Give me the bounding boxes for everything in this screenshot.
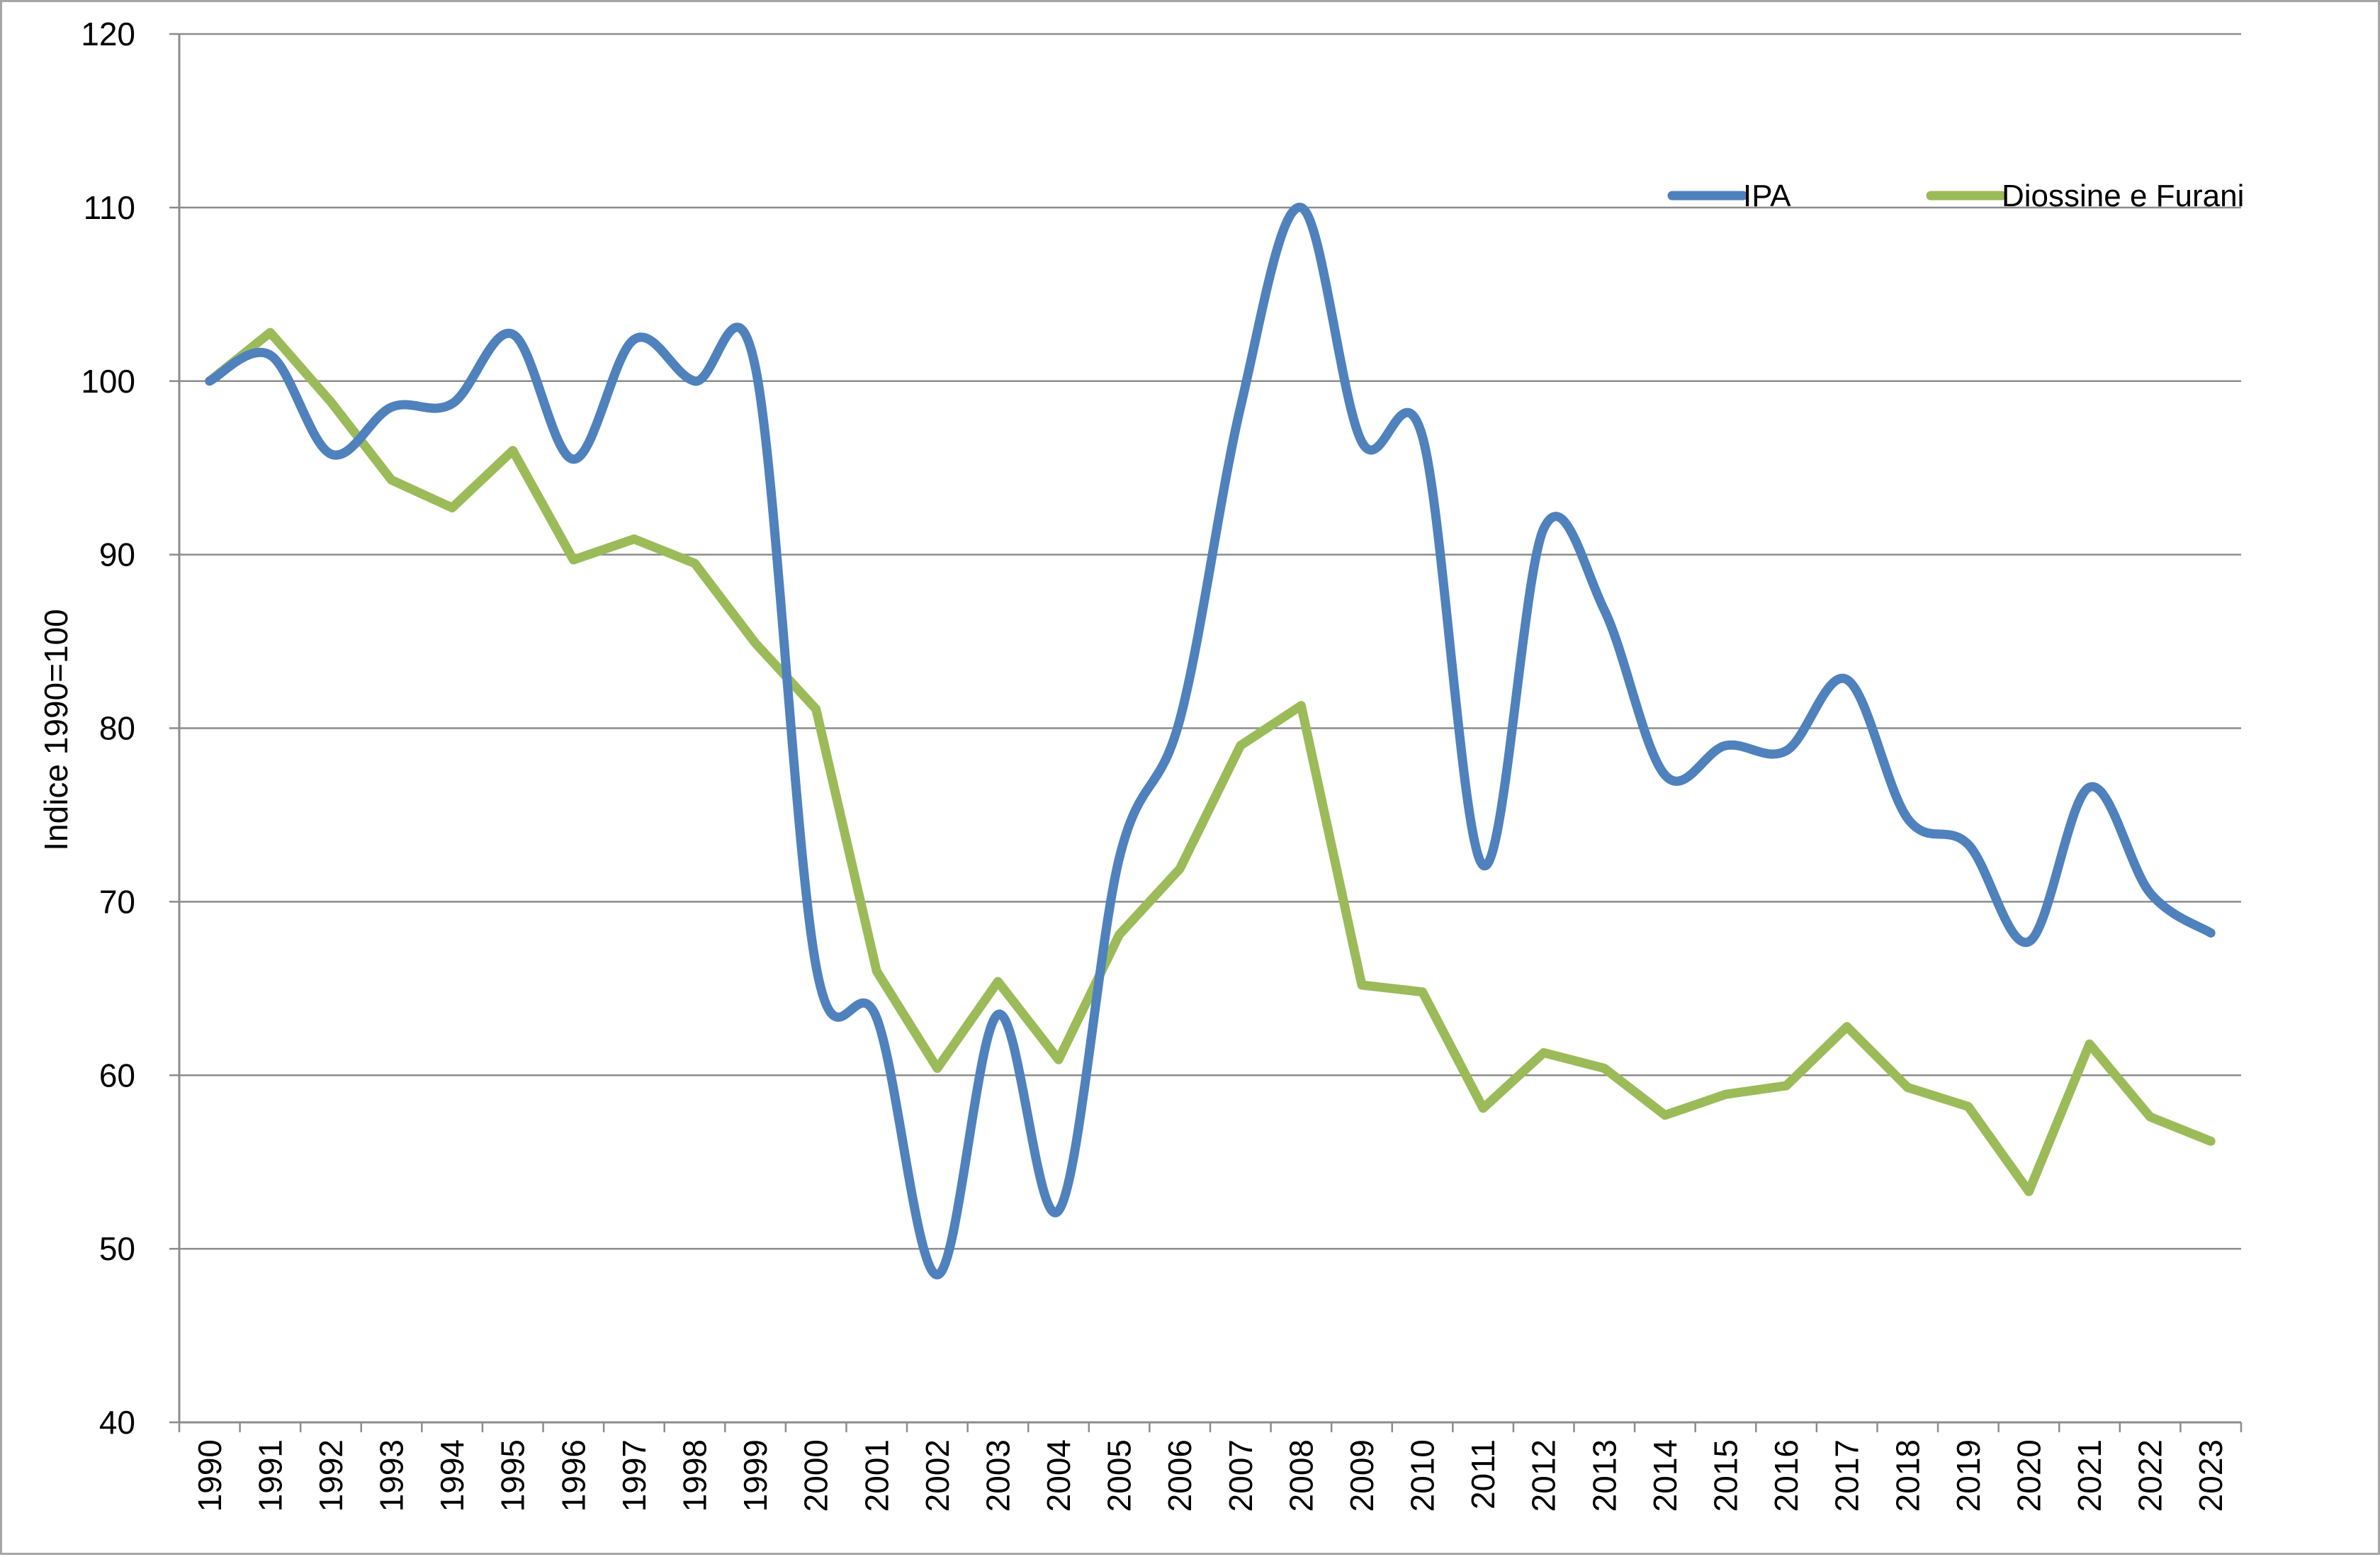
series-line-ipa — [205, 203, 2216, 1280]
legend-label: IPA — [1743, 179, 1791, 213]
x-tick-label: 2019 — [1950, 1439, 1987, 1512]
x-tick-label: 1999 — [737, 1439, 774, 1512]
x-tick-label: 2006 — [1161, 1439, 1198, 1512]
y-tick-label: 50 — [99, 1230, 135, 1267]
x-tick-labels: 1990 1991 1992 1993 1994 1995 1996 1997 1998 1999… — [191, 1439, 2229, 1512]
axes — [169, 33, 2243, 1432]
x-tick-label: 1997 — [616, 1439, 653, 1512]
x-tick-label: 2013 — [1586, 1439, 1623, 1512]
y-tick-label: 40 — [99, 1404, 135, 1441]
x-tick-label: 2005 — [1101, 1439, 1138, 1512]
x-tick-label: 2020 — [2010, 1439, 2047, 1512]
x-tick-label: 2016 — [1768, 1439, 1805, 1512]
legend: IPA Diossine e Furani — [1667, 179, 2244, 213]
x-tick-label: 1994 — [434, 1439, 470, 1512]
y-tick-label: 100 — [81, 363, 135, 400]
x-tick-label: 1993 — [373, 1439, 410, 1512]
x-tick-label: 2015 — [1708, 1439, 1744, 1512]
legend-label: Diossine e Furani — [2002, 179, 2244, 213]
x-tick-label: 2009 — [1343, 1439, 1380, 1512]
y-tick-label: 110 — [84, 189, 135, 226]
y-tick-label: 70 — [99, 883, 135, 920]
x-tick-label: 2004 — [1040, 1439, 1077, 1512]
x-tick-label: 2010 — [1404, 1439, 1441, 1512]
x-tick-label: 2011 — [1465, 1439, 1501, 1510]
x-tick-label: 2008 — [1282, 1439, 1319, 1512]
x-tick-label: 2021 — [2071, 1439, 2108, 1512]
x-tick-label: 2023 — [2192, 1439, 2229, 1512]
y-tick-label: 90 — [99, 536, 135, 573]
x-tick-label: 2017 — [1829, 1439, 1866, 1512]
series-line-diossine-e-furani — [205, 327, 2216, 1196]
x-tick-label: 1995 — [495, 1439, 531, 1512]
x-tick-label: 2022 — [2132, 1439, 2169, 1512]
series-lines — [205, 203, 2216, 1280]
y-tick-label: 120 — [81, 16, 135, 52]
x-tick-label: 2018 — [1889, 1439, 1926, 1512]
x-tick-label: 2000 — [798, 1439, 835, 1512]
x-tick-label: 1992 — [312, 1439, 349, 1512]
x-tick-label: 2001 — [858, 1439, 895, 1512]
x-tick-label: 1990 — [191, 1439, 228, 1512]
x-tick-label: 1996 — [555, 1439, 592, 1512]
x-tick-label: 1991 — [252, 1439, 288, 1512]
x-tick-label: 2003 — [979, 1439, 1016, 1512]
y-tick-label: 80 — [99, 710, 135, 747]
y-axis-title: Indice 1990=100 — [38, 609, 74, 850]
gridlines — [179, 33, 2241, 1250]
x-tick-label: 2002 — [919, 1439, 956, 1512]
y-tick-label: 60 — [99, 1057, 135, 1094]
x-tick-label: 2012 — [1525, 1439, 1562, 1512]
x-tick-label: 2007 — [1222, 1439, 1259, 1512]
y-tick-labels: 40 50 60 70 80 90 100 110 120 — [81, 16, 135, 1441]
x-tick-label: 2014 — [1647, 1439, 1684, 1512]
x-tick-label: 1998 — [677, 1439, 714, 1512]
